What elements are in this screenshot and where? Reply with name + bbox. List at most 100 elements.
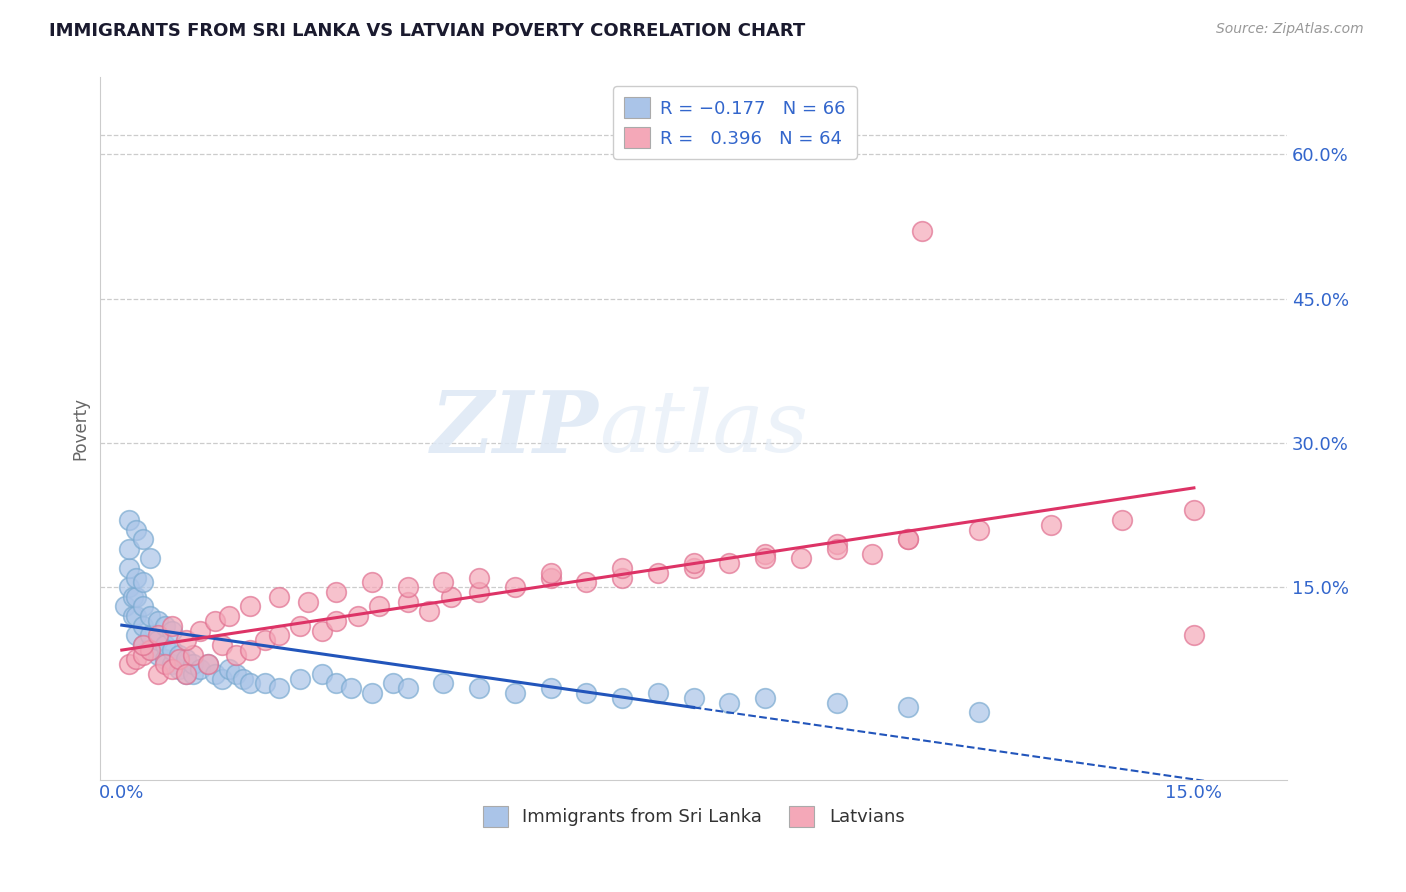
Point: [160, 642, 183, 657]
Point: [160, 624, 183, 638]
Point: [153, 638, 176, 652]
Point: [211, 638, 233, 652]
Point: [361, 575, 384, 590]
Point: [239, 676, 262, 690]
Point: [825, 541, 848, 556]
Point: [396, 595, 419, 609]
Point: [153, 657, 176, 672]
Point: [118, 580, 141, 594]
Point: [253, 676, 276, 690]
Point: [418, 604, 440, 618]
Point: [121, 590, 143, 604]
Point: [346, 609, 368, 624]
Point: [897, 532, 920, 546]
Point: [146, 628, 169, 642]
Point: [503, 580, 526, 594]
Point: [911, 224, 934, 238]
Point: [146, 648, 169, 662]
Point: [225, 666, 247, 681]
Point: [860, 547, 883, 561]
Point: [204, 666, 226, 681]
Point: [125, 523, 148, 537]
Point: [118, 541, 141, 556]
Point: [754, 690, 776, 705]
Point: [575, 575, 598, 590]
Point: [468, 571, 491, 585]
Point: [325, 585, 347, 599]
Point: [125, 628, 148, 642]
Point: [167, 662, 190, 676]
Point: [114, 599, 136, 614]
Point: [647, 566, 669, 580]
Point: [139, 642, 162, 657]
Point: [575, 686, 598, 700]
Point: [468, 681, 491, 696]
Point: [225, 648, 247, 662]
Point: [139, 642, 162, 657]
Point: [253, 633, 276, 648]
Point: [132, 599, 155, 614]
Point: [167, 648, 190, 662]
Point: [540, 681, 562, 696]
Point: [1111, 513, 1133, 527]
Point: [125, 609, 148, 624]
Point: [325, 614, 347, 628]
Point: [132, 532, 155, 546]
Point: [540, 566, 562, 580]
Point: [325, 676, 347, 690]
Point: [139, 609, 162, 624]
Point: [153, 618, 176, 632]
Point: [396, 681, 419, 696]
Point: [267, 628, 290, 642]
Point: [118, 513, 141, 527]
Point: [1182, 628, 1205, 642]
Point: [132, 638, 155, 652]
Point: [132, 618, 155, 632]
Point: [174, 666, 197, 681]
Point: [181, 666, 204, 681]
Point: [969, 523, 991, 537]
Point: [125, 571, 148, 585]
Point: [267, 681, 290, 696]
Point: [132, 575, 155, 590]
Point: [160, 657, 183, 672]
Text: Source: ZipAtlas.com: Source: ZipAtlas.com: [1216, 22, 1364, 37]
Point: [139, 551, 162, 566]
Point: [118, 657, 141, 672]
Point: [825, 696, 848, 710]
Text: IMMIGRANTS FROM SRI LANKA VS LATVIAN POVERTY CORRELATION CHART: IMMIGRANTS FROM SRI LANKA VS LATVIAN POV…: [49, 22, 806, 40]
Point: [160, 618, 183, 632]
Point: [132, 638, 155, 652]
Point: [790, 551, 813, 566]
Point: [969, 706, 991, 720]
Point: [368, 599, 391, 614]
Point: [267, 590, 290, 604]
Point: [197, 657, 219, 672]
Point: [139, 628, 162, 642]
Point: [361, 686, 384, 700]
Point: [190, 662, 212, 676]
Point: [181, 657, 204, 672]
Point: [218, 609, 240, 624]
Point: [754, 547, 776, 561]
Point: [153, 652, 176, 666]
Point: [682, 561, 704, 575]
Point: [382, 676, 405, 690]
Point: [897, 700, 920, 714]
Point: [218, 662, 240, 676]
Point: [121, 609, 143, 624]
Point: [125, 652, 148, 666]
Point: [682, 556, 704, 570]
Point: [647, 686, 669, 700]
Point: [290, 672, 312, 686]
Point: [174, 652, 197, 666]
Point: [125, 590, 148, 604]
Point: [718, 696, 741, 710]
Point: [610, 561, 633, 575]
Point: [239, 599, 262, 614]
Point: [311, 666, 333, 681]
Text: ZIP: ZIP: [430, 387, 599, 470]
Point: [211, 672, 233, 686]
Point: [610, 690, 633, 705]
Point: [204, 614, 226, 628]
